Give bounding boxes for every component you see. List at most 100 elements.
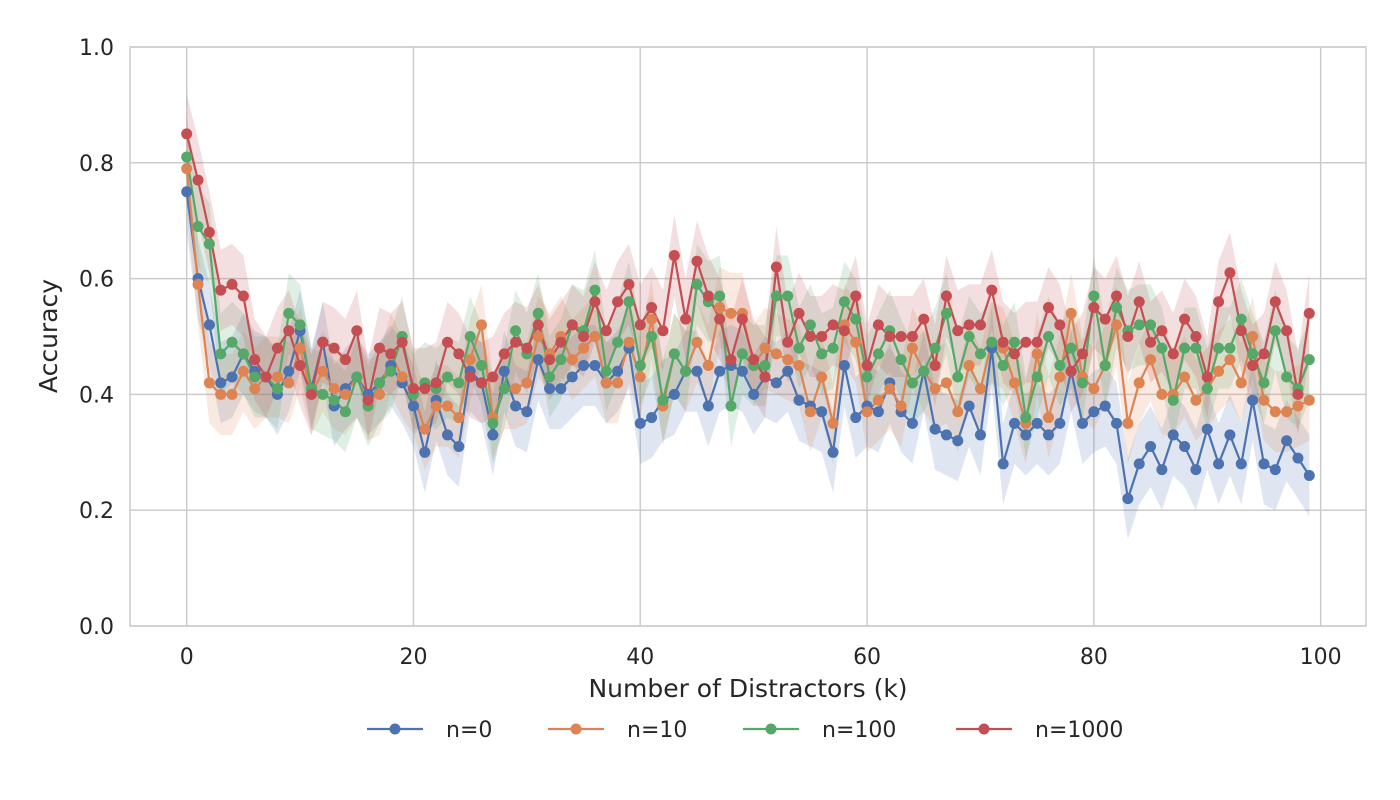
point-series-2	[646, 331, 658, 342]
point-series-2	[793, 342, 805, 354]
legend-marker	[765, 723, 777, 735]
point-series-3	[226, 278, 238, 290]
series-lines	[185, 133, 1311, 500]
y-tick-label: 0.6	[79, 268, 114, 293]
point-series-3	[952, 325, 964, 337]
point-series-1	[1190, 394, 1202, 406]
point-series-1	[714, 302, 726, 314]
point-series-0	[1269, 464, 1281, 476]
point-series-3	[566, 319, 578, 331]
point-series-2	[1145, 319, 1157, 331]
point-series-3	[1042, 302, 1054, 314]
point-series-1	[634, 371, 646, 383]
point-series-1	[226, 388, 238, 400]
point-series-3	[1133, 296, 1145, 308]
point-series-2	[1179, 342, 1191, 354]
point-series-0	[566, 371, 578, 383]
point-series-3	[1099, 313, 1111, 325]
point-series-2	[872, 348, 884, 360]
point-series-3	[906, 331, 918, 342]
point-series-2	[759, 359, 771, 371]
y-tick-label: 1.0	[79, 36, 114, 61]
point-series-2	[850, 313, 862, 325]
point-series-3	[657, 325, 669, 337]
point-series-0	[1224, 429, 1236, 441]
point-series-3	[646, 302, 658, 314]
point-series-2	[997, 359, 1009, 371]
point-series-1	[906, 342, 918, 354]
point-series-0	[906, 417, 918, 429]
point-series-3	[816, 331, 828, 342]
point-series-0	[1247, 394, 1259, 406]
point-series-2	[249, 371, 261, 383]
point-series-2	[838, 296, 850, 308]
x-tick-label: 0	[180, 645, 194, 670]
point-series-1	[453, 412, 465, 424]
point-series-1	[442, 400, 454, 412]
point-series-2	[317, 388, 329, 400]
x-tick-label: 20	[399, 645, 427, 670]
point-series-3	[929, 359, 941, 371]
point-series-2	[476, 359, 488, 371]
point-series-0	[782, 365, 794, 377]
point-series-0	[487, 429, 499, 441]
point-series-1	[770, 348, 782, 360]
y-tick-label: 0.0	[79, 615, 114, 640]
point-series-1	[283, 377, 295, 389]
point-series-2	[1008, 336, 1020, 348]
line-series-3	[185, 133, 1311, 402]
point-series-0	[1145, 441, 1157, 453]
point-series-1	[1065, 307, 1077, 319]
point-series-1	[963, 359, 975, 371]
point-series-1	[793, 359, 805, 371]
point-series-3	[589, 296, 601, 308]
point-series-0	[1133, 458, 1145, 470]
point-series-2	[453, 377, 465, 389]
point-series-1	[1213, 365, 1225, 377]
legend-item: n=1000	[956, 718, 1123, 743]
point-series-2	[816, 348, 828, 360]
point-series-3	[578, 331, 590, 342]
point-series-3	[1190, 331, 1202, 342]
point-series-3	[1077, 348, 1089, 360]
point-series-0	[1258, 458, 1270, 470]
x-tick-label: 60	[853, 645, 881, 670]
point-series-1	[804, 406, 816, 418]
point-series-2	[1020, 412, 1032, 424]
point-series-0	[929, 423, 941, 435]
band-series-3	[186, 93, 1310, 441]
legend-label: n=10	[627, 718, 687, 743]
point-series-2	[328, 394, 340, 406]
point-series-0	[453, 441, 465, 453]
point-series-3	[1303, 307, 1315, 319]
point-series-3	[215, 284, 227, 296]
point-series-0	[997, 458, 1009, 470]
point-series-2	[1077, 377, 1089, 389]
point-series-3	[510, 336, 522, 348]
y-tick-label: 0.8	[79, 152, 114, 177]
point-series-0	[714, 365, 726, 377]
point-series-0	[612, 365, 624, 377]
point-series-3	[759, 371, 771, 383]
point-series-0	[589, 359, 601, 371]
point-series-1	[215, 388, 227, 400]
point-series-1	[339, 388, 351, 400]
point-series-2	[1042, 331, 1054, 342]
point-series-3	[385, 348, 397, 360]
point-series-0	[1111, 417, 1123, 429]
point-series-3	[373, 342, 385, 354]
point-series-3	[974, 319, 986, 331]
point-series-1	[974, 383, 986, 395]
point-series-3	[203, 226, 215, 238]
legend: n=0 n=10 n=100 n=1000	[367, 718, 1123, 743]
point-series-3	[544, 354, 556, 366]
point-series-1	[1133, 377, 1145, 389]
point-series-0	[872, 406, 884, 418]
point-series-3	[339, 354, 351, 366]
point-series-1	[782, 354, 794, 366]
point-series-1	[691, 336, 703, 348]
point-series-1	[623, 336, 635, 348]
point-series-3	[271, 342, 283, 354]
point-series-3	[407, 383, 419, 395]
point-series-3	[872, 319, 884, 331]
